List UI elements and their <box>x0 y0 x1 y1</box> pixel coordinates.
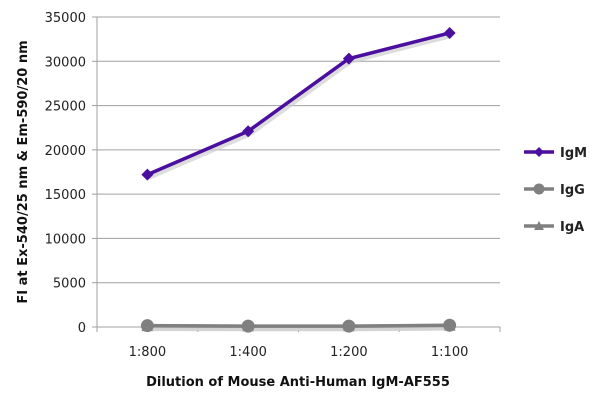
diamond-marker-icon <box>534 147 544 157</box>
x-tick-label: 1:200 <box>330 345 367 360</box>
legend-item-iga: IgA <box>524 220 584 235</box>
y-tick-label: 10000 <box>45 232 86 247</box>
diamond-marker-icon <box>342 52 355 65</box>
y-tick-label: 15000 <box>45 188 86 203</box>
diamond-marker-icon <box>242 125 255 138</box>
y-tick-label: 25000 <box>45 100 86 115</box>
x-axis: 1:800 1:400 1:200 1:100 <box>96 17 501 360</box>
y-axis-ticks: 0 5000 10000 15000 20000 25000 30000 35000 <box>45 11 97 336</box>
legend-label: IgM <box>560 146 587 161</box>
series-igm <box>141 26 456 181</box>
y-tick-label: 5000 <box>53 277 86 292</box>
x-tick-label: 1:400 <box>229 345 266 360</box>
circle-marker-icon <box>342 319 356 333</box>
data-series <box>140 26 457 333</box>
legend-item-igg: IgG <box>524 183 585 198</box>
legend-item-igm: IgM <box>524 146 587 161</box>
x-tick-label: 1:800 <box>129 345 166 360</box>
circle-marker-icon <box>443 318 457 332</box>
x-tick-label: 1:100 <box>431 345 468 360</box>
y-tick-label: 0 <box>78 321 86 336</box>
y-tick-label: 30000 <box>45 55 86 70</box>
triangle-marker-icon <box>534 221 544 230</box>
x-axis-title: Dilution of Mouse Anti-Human IgM-AF555 <box>146 375 450 390</box>
y-tick-label: 35000 <box>45 11 86 26</box>
legend-label: IgG <box>560 183 585 198</box>
legend: IgM IgG IgA <box>524 146 587 235</box>
y-axis-title: FI at Ex-540/25 nm & Em-590/20 nm <box>16 40 31 303</box>
circle-marker-icon <box>241 319 255 333</box>
y-tick-label: 20000 <box>45 144 86 159</box>
diamond-marker-icon <box>443 26 456 39</box>
series-igg <box>140 318 457 333</box>
gridlines <box>97 16 500 284</box>
circle-marker-icon <box>533 183 545 195</box>
circle-marker-icon <box>140 319 154 333</box>
diamond-marker-icon <box>141 168 154 181</box>
legend-label: IgA <box>560 220 584 235</box>
